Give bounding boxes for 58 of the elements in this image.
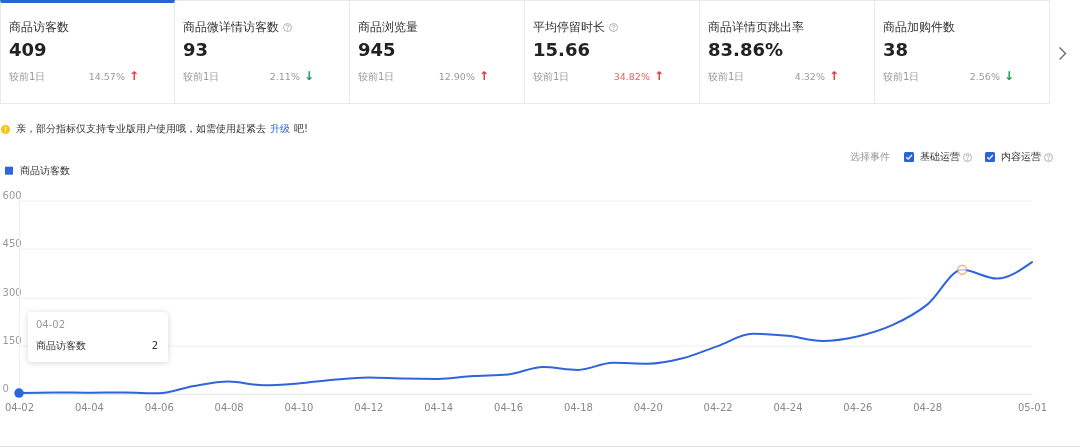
x-tick-label: 04-10 xyxy=(284,402,314,414)
text: 商品访客数 xyxy=(9,20,69,34)
text: ↓ xyxy=(1003,69,1014,83)
text: 平均停留时长 xyxy=(533,20,605,34)
x-tick-label: 04-22 xyxy=(703,402,733,414)
text: 亲，部分指标仅支持专业版用户使用哦，如需使用赶紧去 xyxy=(16,122,266,136)
text: 商品浏览量 xyxy=(358,20,418,34)
text: 较前1日 xyxy=(883,71,920,83)
x-tick-label: 04-16 xyxy=(494,402,524,414)
x-tick-label: 04-28 xyxy=(913,402,943,414)
x-tick-label: 04-02 xyxy=(5,402,35,414)
text: 2.56% xyxy=(969,70,1000,83)
x-tick-label: 04-06 xyxy=(144,402,174,414)
tooltip: 04-02 商品访客数 2 xyxy=(28,312,168,362)
text: 较前1日 xyxy=(708,71,745,83)
x-tick-label: 04-04 xyxy=(74,402,104,414)
text: 商品详情页跳出率 xyxy=(708,20,804,34)
y-tick-label: 600 xyxy=(2,190,22,202)
x-tick-label: 04-24 xyxy=(773,402,803,414)
text: 945 xyxy=(358,39,396,61)
text: 4.32% xyxy=(794,70,825,83)
x-tick-label: 04-18 xyxy=(563,402,593,414)
text: 409 xyxy=(9,39,47,61)
text: 选择事件 xyxy=(850,151,890,163)
text: 较前1日 xyxy=(533,71,570,83)
text: 升级 xyxy=(270,122,290,136)
x-tick-label: 04-20 xyxy=(633,402,663,414)
x-tick-label: 04-12 xyxy=(354,402,384,414)
x-tick-label: 04-26 xyxy=(843,402,873,414)
annotation: 商品访客数 xyxy=(36,340,86,352)
text: ↑ xyxy=(128,69,139,83)
text: 12.90% xyxy=(438,70,475,83)
annotation: 2 xyxy=(151,340,158,352)
text: 商品微详情访客数 xyxy=(183,20,279,34)
text: 83.86% xyxy=(708,39,783,61)
text: ↑ xyxy=(653,69,664,83)
text: 较前1日 xyxy=(358,71,395,83)
legend-label: 商品访客数 xyxy=(20,164,71,176)
text: 2.11% xyxy=(269,70,300,83)
text: 93 xyxy=(183,39,209,61)
text: 吧! xyxy=(294,122,309,136)
text: ↑ xyxy=(478,69,489,83)
text: 基础运营 xyxy=(920,151,960,163)
annotation: 04-02 xyxy=(36,319,66,331)
x-tick-label: 05-01 xyxy=(1017,402,1047,414)
text: 商品加购件数 xyxy=(883,20,955,34)
text: 38 xyxy=(883,39,909,61)
text: 15.66 xyxy=(533,39,590,61)
text: 较前1日 xyxy=(183,71,220,83)
text: ↓ xyxy=(303,69,314,83)
text: 内容运营 xyxy=(1001,151,1041,163)
text: 较前1日 xyxy=(9,71,46,83)
x-tick-label: 04-14 xyxy=(424,402,454,414)
x-tick-label: 04-08 xyxy=(214,402,244,414)
text: 34.82% xyxy=(613,70,650,83)
y-tick-label: 0 xyxy=(2,383,9,395)
text: 14.57% xyxy=(88,70,125,83)
text: ↑ xyxy=(828,69,839,83)
